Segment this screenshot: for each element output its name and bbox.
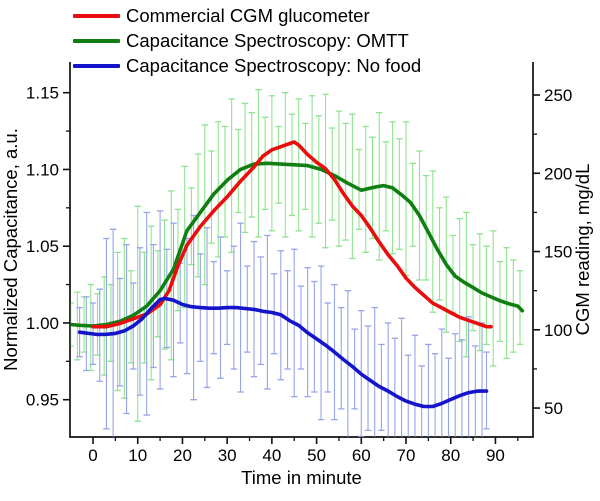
series-blue-line [77,296,489,409]
y-right-tick-label: 150 [544,243,572,262]
x-tick-label: 80 [441,446,460,465]
y-left-tick-label: 0.95 [26,391,59,410]
y-right-tick-label: 100 [544,321,572,340]
blue-line-swatch [73,63,120,68]
y-left-tick-label: 1.10 [26,160,59,179]
x-tick-label: 60 [352,446,371,465]
red-line-swatch [73,13,120,18]
green-line-swatch [73,38,120,43]
tick-labels: 0.95 1.00 1.05 1.10 1.15 50 100 150 200 250 0 10 20 3… [0,84,593,488]
x-tick-label: 50 [307,446,326,465]
blue-error-bars [76,210,490,437]
y-right-tick-label: 200 [544,164,572,183]
chart-legend: Commercial CGM glucometer Capacitance Sp… [73,3,421,78]
x-tick-label: 20 [173,446,192,465]
series-red-line [91,140,493,329]
y-left-tick-label: 1.15 [26,84,59,103]
x-tick-label: 0 [88,446,97,465]
y-left-tick-label: 1.05 [26,237,59,256]
legend-item-cgm: Commercial CGM glucometer [73,3,421,28]
plot-area [70,88,525,437]
x-axis-title: Time in minute [241,467,362,488]
x-tick-label: 10 [128,446,147,465]
legend-item-omtt: Capacitance Spectroscopy: OMTT [73,28,421,53]
legend-item-nofood: Capacitance Spectroscopy: No food [73,53,421,78]
legend-label-omtt: Capacitance Spectroscopy: OMTT [126,29,409,51]
x-tick-label: 40 [262,446,281,465]
x-tick-label: 30 [218,446,237,465]
y-left-tick-label: 1.00 [26,314,59,333]
legend-label-cgm: Commercial CGM glucometer [126,4,370,26]
y-left-axis-title: Normalized Capacitance, a.u. [0,128,21,371]
y-right-tick-label: 250 [544,86,572,105]
x-tick-label: 70 [397,446,416,465]
y-right-tick-label: 50 [544,399,563,418]
series-green-line [70,161,525,328]
axes [69,62,534,438]
y-right-axis-title: CGM reading, mg/dL [572,164,593,336]
x-tick-label: 90 [486,446,505,465]
legend-label-nofood: Capacitance Spectroscopy: No food [126,54,422,76]
